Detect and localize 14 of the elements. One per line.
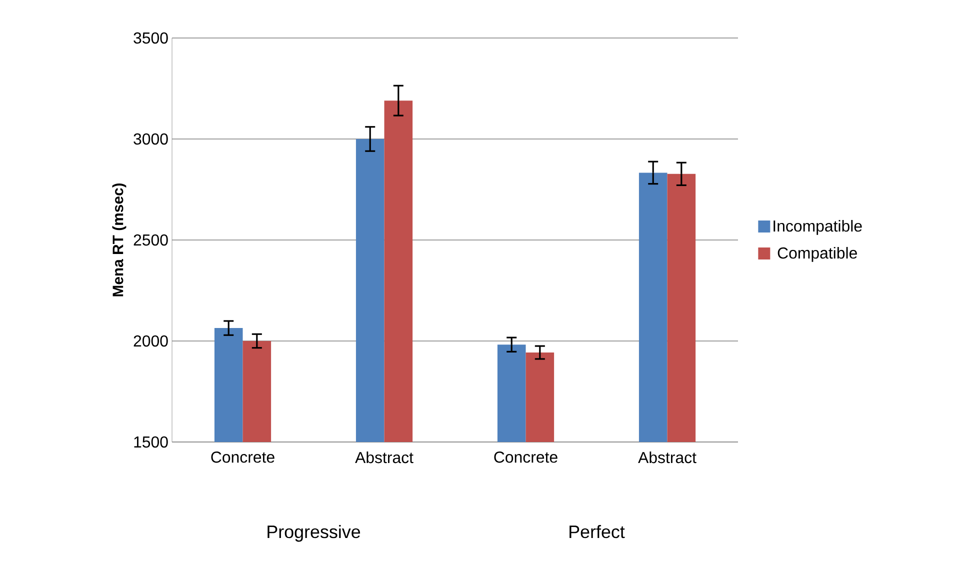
y-tick-label: 3000	[134, 133, 168, 145]
y-tick-label: 3500	[134, 32, 168, 44]
x-tick-label: Abstract	[638, 451, 696, 464]
legend-label: Compatible	[778, 246, 857, 262]
legend-label: Incompatible	[774, 220, 862, 235]
y-tick-label: 2500	[134, 234, 168, 246]
x-tick-label: Abstract	[355, 451, 414, 464]
y-tick-label: 2000	[134, 335, 168, 347]
text: Progressive	[268, 524, 360, 542]
y-axis-title: Mena RT (msec)	[112, 183, 126, 296]
x-tick-label: Concrete	[211, 451, 274, 463]
text: Perfect	[570, 525, 625, 538]
x-tick-label: Concrete	[494, 451, 558, 463]
y-tick-label: 1500	[134, 436, 168, 448]
